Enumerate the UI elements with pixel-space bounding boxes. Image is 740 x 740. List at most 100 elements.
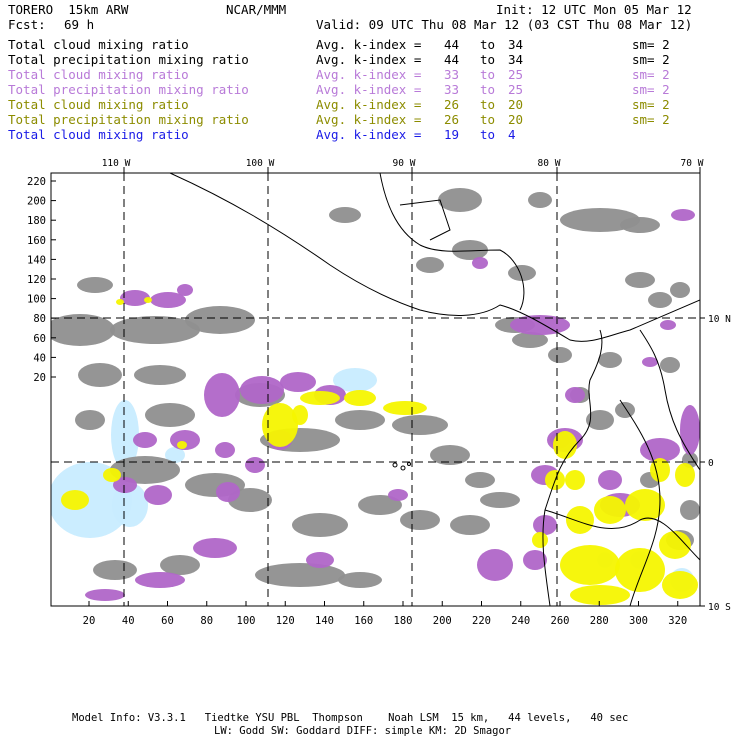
lightblue-field-blob xyxy=(333,368,377,392)
gray-field-blob xyxy=(450,515,490,535)
x-tick-label: 220 xyxy=(472,615,491,627)
gray-field-blob xyxy=(620,217,660,233)
y-tick-label: 120 xyxy=(27,274,46,286)
x-tick-label: 160 xyxy=(354,615,373,627)
x-tick-label: 200 xyxy=(433,615,452,627)
init-time: Init: 12 UTC Mon 05 Mar 12 xyxy=(496,2,692,17)
purple-field-blob xyxy=(113,477,137,493)
gray-field-blob xyxy=(438,188,482,212)
model-info-line-1: Model Info: V3.3.1 Tiedtke YSU PBL Thomp… xyxy=(72,712,629,724)
x-tick-label: 100 xyxy=(237,615,256,627)
legend-to: to xyxy=(480,52,496,67)
coastline xyxy=(399,199,451,241)
legend-field: Total cloud mixing ratio xyxy=(8,127,189,142)
organization: NCAR/MMM xyxy=(226,2,287,17)
field-layer xyxy=(51,173,700,606)
gray-field-blob xyxy=(145,403,195,427)
legend-sm: sm= 2 xyxy=(632,112,670,127)
yellow-field-blob xyxy=(61,490,89,510)
gray-field-blob xyxy=(78,363,122,387)
yellow-field-blob xyxy=(116,299,124,305)
gray-field-blob xyxy=(400,510,440,530)
gray-field-blob xyxy=(680,500,700,520)
purple-field-blob xyxy=(472,257,488,269)
purple-field-blob xyxy=(680,405,700,455)
gray-field-blob xyxy=(292,513,348,537)
coastline xyxy=(639,329,700,471)
purple-field-blob xyxy=(215,442,235,458)
purple-field-blob xyxy=(671,209,695,221)
legend-hi: 26 xyxy=(444,97,460,112)
x-tick-label: 260 xyxy=(551,615,570,627)
legend-lo: 34 xyxy=(508,52,524,67)
gray-field-blob xyxy=(648,292,672,308)
legend-k: Avg. k-index = xyxy=(316,52,422,67)
gray-field-blob xyxy=(335,410,385,430)
legend-to: to xyxy=(480,82,496,97)
legend-lo: 4 xyxy=(508,127,516,142)
yellow-field-blob xyxy=(383,401,427,415)
y-tick-label: 20 xyxy=(33,372,46,384)
legend-to: to xyxy=(480,112,496,127)
purple-field-blob xyxy=(204,373,240,417)
gray-field-blob xyxy=(548,347,572,363)
gray-field-blob xyxy=(329,207,361,223)
purple-field-blob xyxy=(280,372,316,392)
y-tick-label: 160 xyxy=(27,235,46,247)
coastline xyxy=(542,329,603,606)
x-tick-label: 60 xyxy=(161,615,174,627)
gray-field-blob xyxy=(110,316,200,344)
legend-to: to xyxy=(480,97,496,112)
y-tick-label: 200 xyxy=(27,196,46,208)
galapagos-island xyxy=(407,462,411,466)
model-info-line-2: LW: Godd SW: Goddard DIFF: simple KM: 2D… xyxy=(214,725,512,737)
longitude-label: 70 W xyxy=(681,158,704,169)
galapagos-island xyxy=(392,462,398,468)
legend-sm: sm= 2 xyxy=(632,67,670,82)
latitude-label: 10 N xyxy=(708,314,731,325)
y-tick-label: 60 xyxy=(33,333,46,345)
gray-field-blob xyxy=(430,445,470,465)
yellow-field-blob xyxy=(594,496,626,524)
gray-field-blob xyxy=(508,265,536,281)
purple-field-blob xyxy=(144,485,172,505)
purple-field-blob xyxy=(120,290,150,306)
gray-field-blob xyxy=(392,415,448,435)
purple-field-blob xyxy=(245,457,265,473)
legend-k: Avg. k-index = xyxy=(316,112,422,127)
legend-hi: 44 xyxy=(444,52,460,67)
legend-lo: 34 xyxy=(508,37,524,52)
x-tick-label: 180 xyxy=(394,615,413,627)
legend-hi: 26 xyxy=(444,112,460,127)
yellow-field-blob xyxy=(650,458,670,482)
legend-to: to xyxy=(480,37,496,52)
legend-field: Total cloud mixing ratio xyxy=(8,67,189,82)
legend-field: Total precipitation mixing ratio xyxy=(8,82,249,97)
purple-field-blob xyxy=(640,438,680,462)
galapagos-island xyxy=(400,465,406,471)
yellow-field-blob xyxy=(570,585,630,605)
longitude-label: 110 W xyxy=(102,158,131,169)
gray-field-blob xyxy=(598,352,622,368)
legend-k: Avg. k-index = xyxy=(316,37,422,52)
yellow-field-blob xyxy=(300,391,340,405)
model-name: TORERO 15km ARW xyxy=(8,2,129,17)
yellow-field-blob xyxy=(560,545,620,585)
gray-field-blob xyxy=(75,410,105,430)
gray-field-blob xyxy=(110,456,180,484)
gray-field-blob xyxy=(625,272,655,288)
gray-field-blob xyxy=(560,208,640,232)
purple-field-blob xyxy=(240,376,284,404)
yellow-field-blob xyxy=(292,405,308,425)
valid-time: Valid: 09 UTC Thu 08 Mar 12 (03 CST Thu … xyxy=(316,17,693,32)
legend-lo: 20 xyxy=(508,112,524,127)
latitude-label: 10 S xyxy=(708,602,731,613)
gray-field-blob xyxy=(93,560,137,580)
purple-field-blob xyxy=(642,357,658,367)
legend-to: to xyxy=(480,127,496,142)
yellow-field-blob xyxy=(565,470,585,490)
yellow-field-blob xyxy=(262,403,298,447)
yellow-field-blob xyxy=(615,548,665,592)
x-tick-label: 20 xyxy=(83,615,96,627)
